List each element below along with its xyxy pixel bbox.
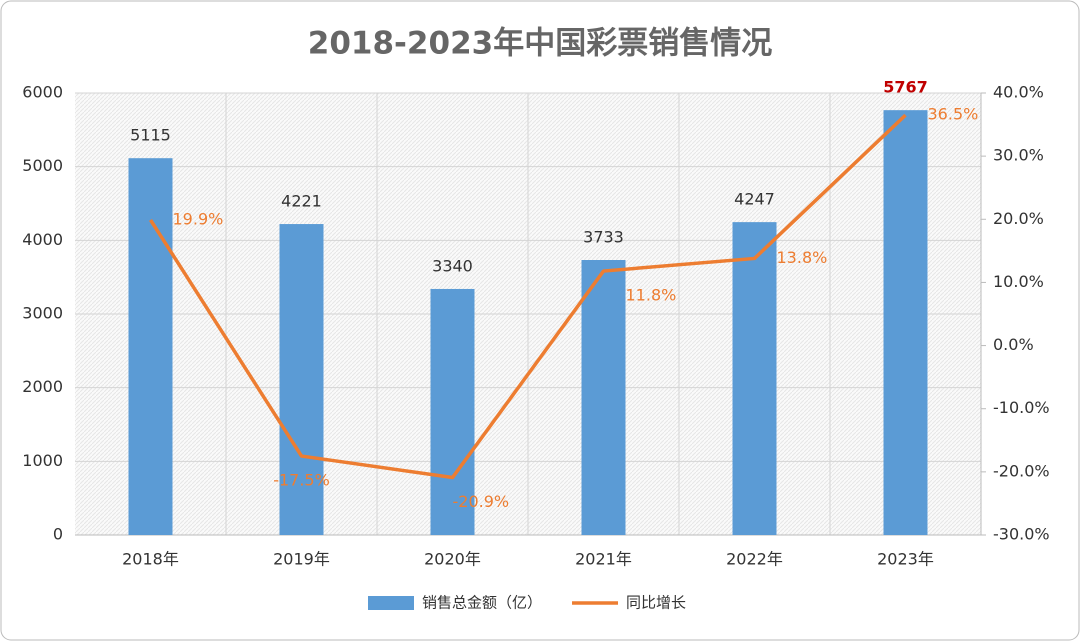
bar xyxy=(430,288,475,535)
chart-title: 2018-2023年中国彩票销售情况 xyxy=(308,26,772,62)
bar-value-label: 3733 xyxy=(583,228,624,247)
y-tick-label: 6000 xyxy=(22,83,63,102)
x-tick-label: 2019年 xyxy=(273,550,330,569)
x-tick-label: 2023年 xyxy=(877,550,934,569)
line xyxy=(149,113,907,480)
bar-value-label: 3340 xyxy=(432,256,473,275)
y-tick-label: 1000 xyxy=(22,451,63,470)
bar-value-label: 5767 xyxy=(883,78,928,97)
bar xyxy=(732,222,777,535)
line-value-label: -17.5% xyxy=(273,471,330,490)
y2-tick-label: 30.0% xyxy=(993,146,1044,165)
y2-tick-label: 40.0% xyxy=(993,83,1044,102)
y-tick-label: 0 xyxy=(53,525,63,544)
y-tick-label: 4000 xyxy=(22,230,63,249)
bar-value-label: 4221 xyxy=(281,192,322,211)
y2-tick-label: -20.0% xyxy=(993,461,1050,480)
x-tick-label: 2018年 xyxy=(122,550,179,569)
y-tick-label: 2000 xyxy=(22,377,63,396)
y2-tick-label: -30.0% xyxy=(993,525,1050,544)
legend-swatch xyxy=(368,596,414,610)
line-value-label: 36.5% xyxy=(928,105,979,124)
line-value-label: -20.9% xyxy=(453,492,510,511)
bar xyxy=(581,260,626,535)
line-value-label: 11.8% xyxy=(626,286,677,305)
bar xyxy=(128,158,173,535)
legend-label: 同比增长 xyxy=(626,594,686,612)
line-value-label: 19.9% xyxy=(173,209,224,228)
x-tick-label: 2021年 xyxy=(575,550,632,569)
bar-value-label: 4247 xyxy=(734,190,775,209)
y2-tick-label: -10.0% xyxy=(993,398,1050,417)
bar-value-label: 5115 xyxy=(130,126,171,145)
legend-label: 销售总金额（亿） xyxy=(422,594,542,612)
line-value-label: 13.8% xyxy=(777,248,828,267)
x-tick-label: 2020年 xyxy=(424,550,481,569)
y2-tick-label: 20.0% xyxy=(993,209,1044,228)
bar xyxy=(279,224,324,536)
y-tick-label: 3000 xyxy=(22,304,63,323)
x-tick-label: 2022年 xyxy=(726,550,783,569)
bar xyxy=(883,110,928,535)
y2-tick-label: 10.0% xyxy=(993,272,1044,291)
y-tick-label: 5000 xyxy=(22,156,63,175)
y2-tick-label: 0.0% xyxy=(993,335,1034,354)
